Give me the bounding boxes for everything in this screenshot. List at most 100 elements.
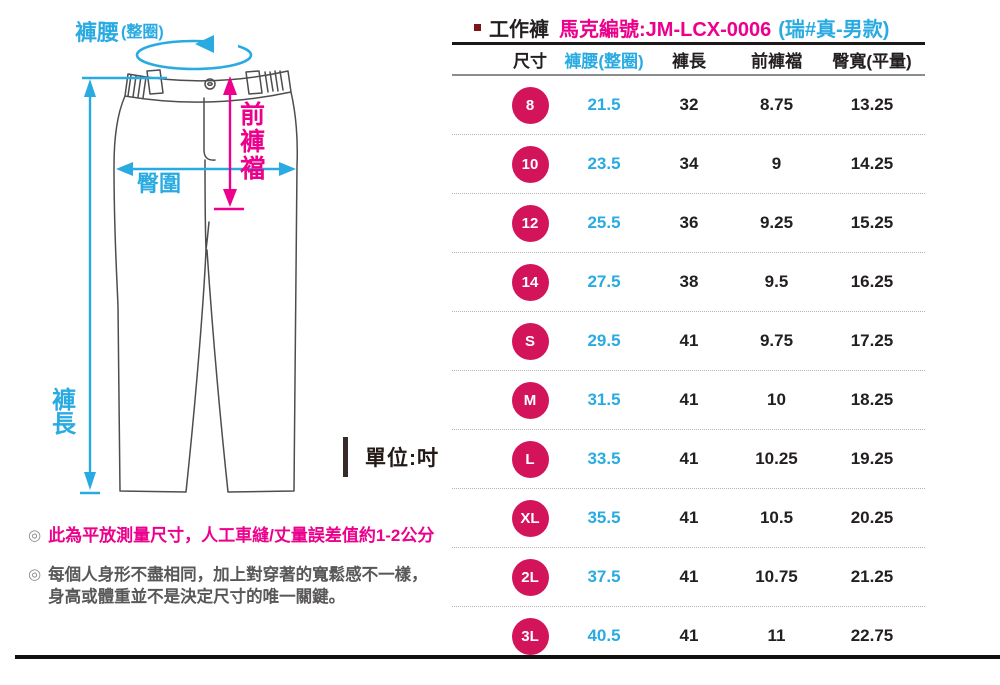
waist-value: 37.5 [587,567,621,586]
col-header-size: 尺寸 [513,52,547,71]
length-value: 41 [679,626,699,645]
note-bullet-icon: ◎ [28,566,42,583]
product-variant: (瑞#真-男款) [778,18,890,41]
waist-label: 褲腰 [75,20,119,45]
size-badge: XL [511,499,549,537]
front-rise-value: 10.5 [759,508,794,527]
product-name: 工作褲 [489,18,549,41]
note-measurement-tolerance: ◎ 此為平放測量尺寸，人工車縫/丈量誤差值約1-2公分 [28,525,460,547]
front-rise-value: 11 [767,626,786,645]
front-rise-label-char: 前 [240,100,265,129]
hip-width-value: 20.25 [850,508,894,527]
bottom-divider [15,655,1000,659]
hip-width-value: 19.25 [850,449,894,468]
unit-label: 單位:吋 [343,437,439,477]
length-value: 41 [679,449,699,468]
footnotes: ◎ 此為平放測量尺寸，人工車縫/丈量誤差值約1-2公分 ◎ 每個人身形不盡相同，… [28,525,460,608]
length-value: 41 [679,331,699,350]
length-label-char: 長 [52,411,77,438]
table-row: L 33.5 41 10.25 19.25 [452,430,925,489]
front-rise-measure-arrow [214,76,244,211]
length-value: 38 [679,272,699,291]
note-line: 身高或體重並不是決定尺寸的唯一關鍵。 [48,588,346,606]
length-value: 41 [679,567,699,586]
table-row: 12 25.5 36 9.25 15.25 [452,194,925,253]
front-rise-value: 9.25 [759,213,794,232]
note-text: 此為平放測量尺寸，人工車縫/丈量誤差值約1-2公分 [48,526,435,545]
table-row: 8 21.5 32 8.75 13.25 [452,76,925,135]
hip-width-value: 17.25 [850,331,894,350]
waist-value: 21.5 [587,95,621,114]
size-badge: 3L [511,617,549,655]
length-value: 32 [679,95,699,114]
col-header-waist: 褲腰(整圈) [564,52,644,71]
note-line: 每個人身形不盡相同，加上對穿著的寬鬆感不一樣， [48,566,428,584]
hip-width-value: 21.25 [850,567,894,586]
note-bullet-icon: ◎ [28,527,42,544]
front-rise-value: 10.75 [755,567,798,586]
length-value: 36 [679,213,699,232]
size-badge: L [511,440,549,478]
table-row: XL 35.5 41 10.5 20.25 [452,489,925,548]
size-badge: 12 [511,204,549,242]
size-badge: 14 [511,263,549,301]
table-row: M 31.5 41 10 18.25 [452,371,925,430]
hip-width-value: 14.25 [850,154,894,173]
table-title: 工作褲 馬克編號:JM-LCX-0006 (瑞#真-男款) [452,12,925,45]
pants-measurement-diagram: 褲腰 (整圈) 前 褲 襠 臀圍 褲 長 [52,20,298,495]
front-rise-value: 9.75 [759,331,794,350]
size-badge: M [511,381,549,419]
waist-value: 33.5 [587,449,621,468]
table-row: S 29.5 41 9.75 17.25 [452,312,925,371]
col-header-front-rise: 前褲襠 [751,52,802,71]
waist-value: 25.5 [587,213,621,232]
hip-width-value: 13.25 [850,95,894,114]
table-row: 10 23.5 34 9 14.25 [452,135,925,194]
length-measure-arrow [80,76,167,495]
size-badge: 10 [511,145,549,183]
waist-value: 29.5 [587,331,621,350]
front-rise-value: 9.5 [764,272,789,291]
size-badge: 8 [511,86,549,124]
table-row: 2L 37.5 41 10.75 21.25 [452,548,925,607]
size-badge: S [511,322,549,360]
hip-width-value: 15.25 [850,213,894,232]
waist-value: 40.5 [587,626,621,645]
note-fit-disclaimer: ◎ 每個人身形不盡相同，加上對穿著的寬鬆感不一樣， 身高或體重並不是決定尺寸的唯一… [28,564,460,608]
front-rise-value: 10 [767,390,786,409]
size-table-panel: 工作褲 馬克編號:JM-LCX-0006 (瑞#真-男款) 尺寸 褲腰(整圈) … [452,12,925,665]
hip-label: 臀圍 [137,171,181,196]
size-badge: 2L [511,558,549,596]
hip-width-value: 22.75 [850,626,894,645]
unit-text: 單位:吋 [365,447,439,470]
waist-value: 35.5 [587,508,621,527]
col-header-hip-width: 臀寬(平量) [832,52,912,71]
length-label-char: 褲 [52,387,76,414]
waist-label-suffix: (整圈) [121,22,164,41]
front-rise-value: 10.25 [755,449,798,468]
waist-arrowhead-icon [195,35,214,53]
front-rise-label-char: 褲 [240,128,265,156]
table-row: 14 27.5 38 9.5 16.25 [452,253,925,312]
front-rise-value: 9 [771,154,782,173]
hip-width-value: 18.25 [850,390,894,409]
product-code: 馬克編號:JM-LCX-0006 [559,18,772,41]
title-bullet-icon [474,23,481,31]
hip-measure-arrow [116,162,296,176]
waist-value: 27.5 [587,272,621,291]
table-row: 3L 40.5 41 11 22.75 [452,607,925,665]
note-text: 每個人身形不盡相同，加上對穿著的寬鬆感不一樣， 身高或體重並不是決定尺寸的唯一關鍵… [48,564,428,608]
hip-width-value: 16.25 [850,272,894,291]
pants-outline-drawing [113,69,298,493]
length-value: 41 [679,390,699,409]
length-value: 41 [679,508,699,527]
waist-ellipse-arrow [135,33,253,71]
table-body: 8 21.5 32 8.75 13.25 10 23.5 34 9 14.25 … [452,76,925,665]
front-rise-label-char: 襠 [240,154,265,183]
table-header-row: 尺寸 褲腰(整圈) 褲長 前褲襠 臀寬(平量) [452,45,925,76]
front-rise-value: 8.75 [759,95,794,114]
waist-value: 31.5 [587,390,621,409]
unit-bar-icon [343,437,348,477]
length-value: 34 [679,154,699,173]
